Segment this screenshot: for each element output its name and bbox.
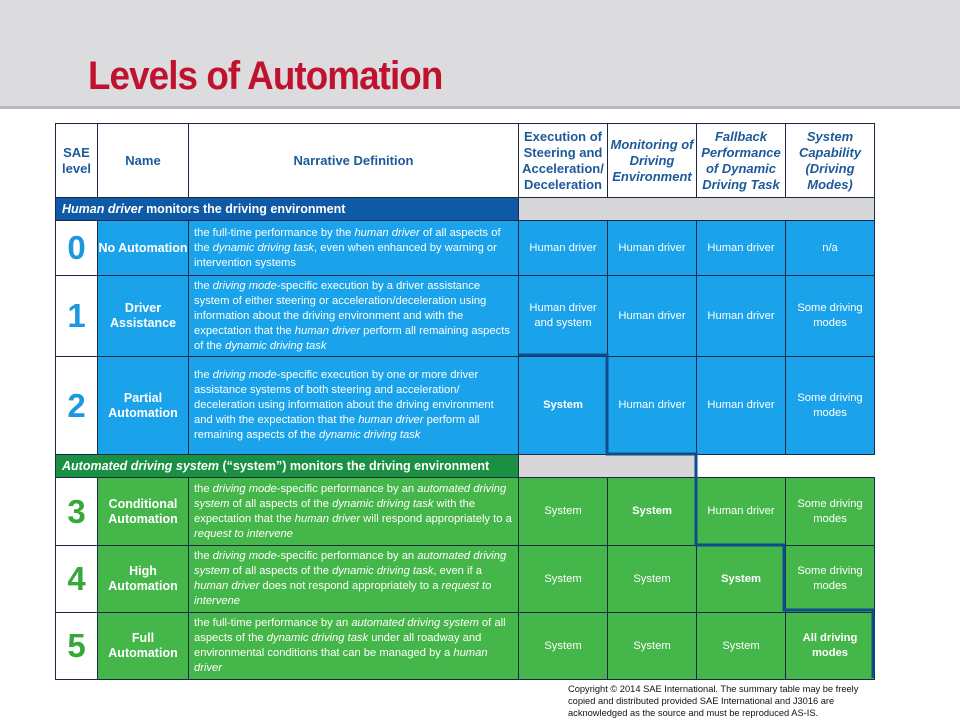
capability-cell: All driving modes bbox=[785, 612, 875, 680]
header-capability: System Capability (Driving Modes) bbox=[785, 123, 875, 198]
monitoring-cell: Human driver bbox=[607, 356, 697, 455]
execution-cell: System bbox=[518, 545, 608, 613]
monitoring-cell: Human driver bbox=[607, 275, 697, 357]
capability-cell: Some driving modes bbox=[785, 356, 875, 455]
fallback-cell: System bbox=[696, 545, 786, 613]
level-definition: the driving mode-specific execution by o… bbox=[188, 356, 519, 455]
capability-cell: Some driving modes bbox=[785, 275, 875, 357]
table-row: 2 Partial Automation the driving mode-sp… bbox=[55, 356, 875, 455]
header-execution: Execution of Steering and Acceleration/ … bbox=[518, 123, 608, 198]
execution-cell: System bbox=[518, 356, 608, 455]
execution-cell: System bbox=[518, 612, 608, 680]
section-automated-system-fill bbox=[518, 454, 697, 478]
monitoring-cell: System bbox=[607, 477, 697, 546]
monitoring-cell: System bbox=[607, 545, 697, 613]
copyright-notice: Copyright © 2014 SAE International. The … bbox=[568, 684, 859, 718]
monitoring-cell: System bbox=[607, 612, 697, 680]
table-row: 1 Driver Assistance the driving mode-spe… bbox=[55, 275, 875, 357]
fallback-cell: Human driver bbox=[696, 220, 786, 276]
level-number: 3 bbox=[55, 477, 98, 546]
level-definition: the full-time performance by an automate… bbox=[188, 612, 519, 680]
level-number: 2 bbox=[55, 356, 98, 455]
level-number: 0 bbox=[55, 220, 98, 276]
level-definition: the driving mode-specific execution by a… bbox=[188, 275, 519, 357]
header-row: SAE level Name Narrative Definition Exec… bbox=[55, 123, 875, 198]
table-row: 5 Full Automation the full-time performa… bbox=[55, 612, 875, 680]
header-fallback: Fallback Performance of Dynamic Driving … bbox=[696, 123, 786, 198]
level-number: 1 bbox=[55, 275, 98, 357]
table-row: 0 No Automation the full-time performanc… bbox=[55, 220, 875, 276]
execution-cell: Human driver and system bbox=[518, 275, 608, 357]
capability-cell: n/a bbox=[785, 220, 875, 276]
level-number: 5 bbox=[55, 612, 98, 680]
table-row: 4 High Automation the driving mode-speci… bbox=[55, 545, 875, 613]
level-definition: the full-time performance by the human d… bbox=[188, 220, 519, 276]
section-automated-system-label: Automated driving system (“system”) moni… bbox=[55, 454, 519, 478]
section-automated-system-blank bbox=[696, 454, 875, 478]
level-name: Driver Assistance bbox=[97, 275, 189, 357]
section-automated-system: Automated driving system (“system”) moni… bbox=[55, 454, 875, 478]
slide-title: Levels of Automation bbox=[88, 54, 443, 98]
fallback-cell: Human driver bbox=[696, 275, 786, 357]
level-name: Full Automation bbox=[97, 612, 189, 680]
level-name: High Automation bbox=[97, 545, 189, 613]
monitoring-cell: Human driver bbox=[607, 220, 697, 276]
section-human-driver: Human driver monitors the driving enviro… bbox=[55, 197, 875, 221]
header-monitoring: Monitoring of Driving Environment bbox=[607, 123, 697, 198]
execution-cell: Human driver bbox=[518, 220, 608, 276]
level-number: 4 bbox=[55, 545, 98, 613]
automation-levels-table: SAE level Name Narrative Definition Exec… bbox=[55, 123, 875, 680]
fallback-cell: System bbox=[696, 612, 786, 680]
fallback-cell: Human driver bbox=[696, 477, 786, 546]
execution-cell: System bbox=[518, 477, 608, 546]
level-name: No Automation bbox=[97, 220, 189, 276]
section-human-driver-label: Human driver monitors the driving enviro… bbox=[55, 197, 519, 221]
level-name: Partial Automation bbox=[97, 356, 189, 455]
table-row: 3 Conditional Automation the driving mod… bbox=[55, 477, 875, 546]
header-narrative-definition: Narrative Definition bbox=[188, 123, 519, 198]
level-definition: the driving mode-specific performance by… bbox=[188, 545, 519, 613]
fallback-cell: Human driver bbox=[696, 356, 786, 455]
capability-cell: Some driving modes bbox=[785, 477, 875, 546]
title-banner bbox=[0, 0, 960, 109]
level-definition: the driving mode-specific performance by… bbox=[188, 477, 519, 546]
header-name: Name bbox=[97, 123, 189, 198]
header-sae-level: SAE level bbox=[55, 123, 98, 198]
level-name: Conditional Automation bbox=[97, 477, 189, 546]
section-human-driver-fill bbox=[518, 197, 875, 221]
capability-cell: Some driving modes bbox=[785, 545, 875, 613]
